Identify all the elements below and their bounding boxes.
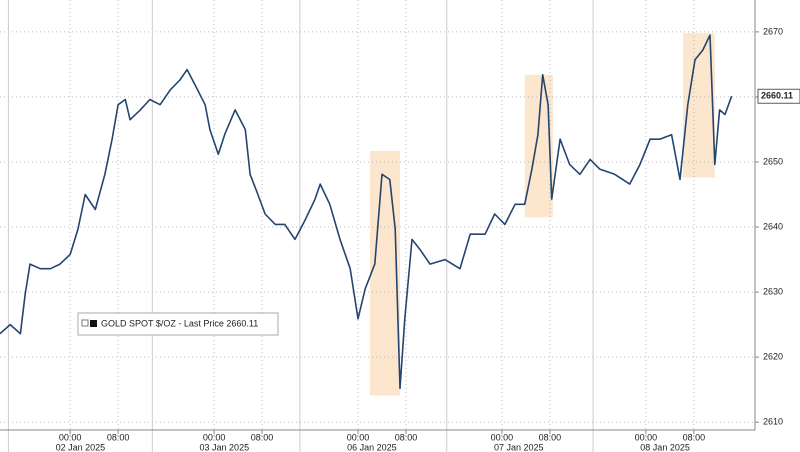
data-layer: 2660.11 <box>0 34 800 390</box>
grid-layer: 261026202630264026502660267000:0008:0000… <box>0 0 783 452</box>
y-tick-label: 2620 <box>763 352 783 362</box>
x-tick-label: 08:00 <box>107 432 130 442</box>
legend-swatch <box>90 320 97 327</box>
x-tick-label: 00:00 <box>491 432 514 442</box>
x-tick-label: 08:00 <box>539 432 562 442</box>
last-price-box <box>757 88 800 104</box>
y-tick-label: 2650 <box>763 156 783 166</box>
day-label: 02 Jan 2025 <box>56 442 106 452</box>
y-tick-label: 2670 <box>763 26 783 36</box>
highlight-box <box>370 150 400 396</box>
legend-label: GOLD SPOT $/OZ - Last Price 2660.11 <box>101 318 258 328</box>
x-tick-label: 00:00 <box>203 432 226 442</box>
last-price-label: 2660.11 <box>761 91 793 101</box>
x-tick-label: 08:00 <box>251 432 274 442</box>
day-label: 07 Jan 2025 <box>494 442 544 452</box>
price-line <box>0 34 733 390</box>
y-tick-label: 2640 <box>763 221 783 231</box>
x-tick-label: 00:00 <box>59 432 82 442</box>
x-tick-label: 08:00 <box>395 432 418 442</box>
x-tick-label: 08:00 <box>683 432 706 442</box>
y-tick-label: 2630 <box>763 286 783 296</box>
x-tick-label: 00:00 <box>635 432 658 442</box>
legend-box <box>77 312 279 336</box>
y-tick-label: 2610 <box>763 417 783 427</box>
highlight-box <box>524 74 553 218</box>
x-tick-label: 00:00 <box>347 432 370 442</box>
legend-icon <box>81 319 89 327</box>
day-label: 08 Jan 2025 <box>640 442 690 452</box>
day-label: 03 Jan 2025 <box>200 442 250 452</box>
day-label: 06 Jan 2025 <box>347 442 397 452</box>
legend: GOLD SPOT $/OZ - Last Price 2660.11 <box>77 312 279 336</box>
